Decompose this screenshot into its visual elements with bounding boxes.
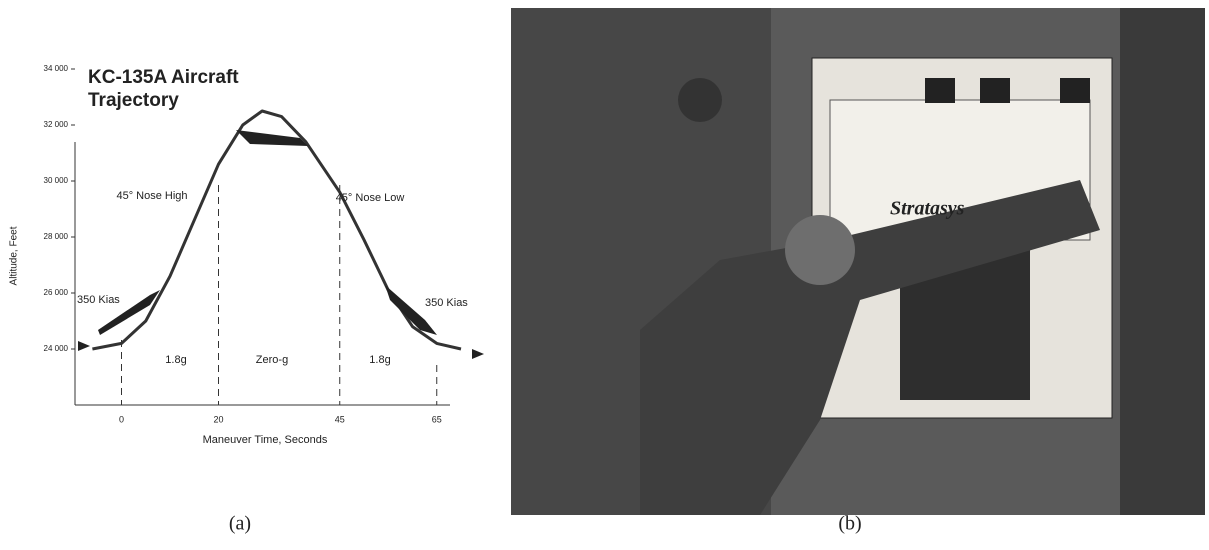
chart-title: Trajectory — [88, 90, 179, 111]
photo-text: Stratasys — [890, 198, 965, 220]
chart-title: KC-135A Aircraft — [88, 67, 239, 88]
y-tick-label: 28 000 — [44, 232, 69, 241]
x-axis-label: Maneuver Time, Seconds — [203, 434, 328, 446]
icon — [78, 341, 90, 351]
y-tick-label: 34 000 — [44, 64, 69, 73]
photo: Stratasys — [511, 8, 1205, 515]
icon — [472, 349, 484, 359]
annotation: 350 Kias — [77, 294, 120, 306]
caption: (a) — [229, 513, 251, 535]
figure: KC-135A Aircraft Trajectory Maneuver Tim… — [0, 0, 1209, 545]
x-tick-label: 0 — [119, 414, 124, 424]
annotation: 45° Nose Low — [336, 192, 405, 204]
y-axis-label: Altitude, Feet — [9, 226, 20, 285]
annotation: 1.8g — [165, 354, 186, 366]
caption: (b) — [838, 513, 861, 535]
y-tick-label: 30 000 — [44, 176, 69, 185]
icon — [385, 285, 437, 335]
x-tick-label: 45 — [335, 414, 345, 424]
annotation: 1.8g — [369, 354, 390, 366]
annotation: 45° Nose High — [116, 190, 187, 202]
x-tick-label: 65 — [432, 414, 442, 424]
x-tick-label: 20 — [213, 414, 223, 424]
annotation: 350 Kias — [425, 297, 468, 309]
y-tick-label: 24 000 — [44, 344, 69, 353]
y-tick-label: 32 000 — [44, 120, 69, 129]
y-tick-label: 26 000 — [44, 288, 69, 297]
annotation: Zero-g — [256, 354, 288, 366]
